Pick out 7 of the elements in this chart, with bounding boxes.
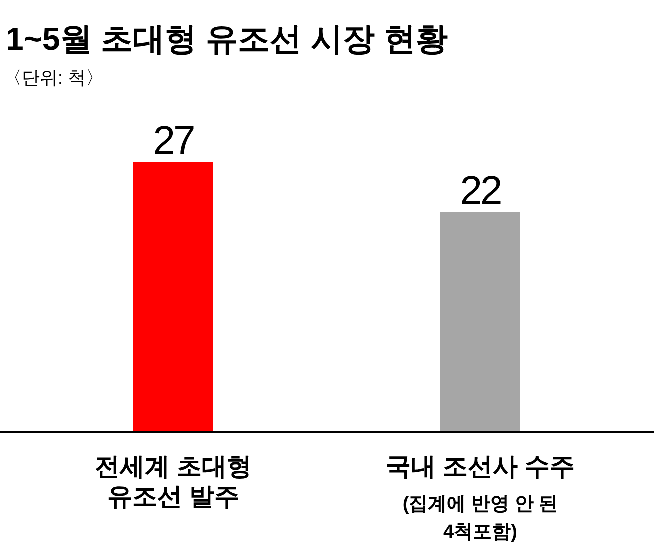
data-label: 27 xyxy=(153,119,194,163)
x-tick-label: 전세계 초대형 유조선 발주 xyxy=(95,453,252,511)
x-tick-label: 국내 조선사 수주 xyxy=(386,453,575,481)
chart-subtitle: 〈단위: 척〉 xyxy=(4,68,104,88)
chart-title: 1~5월 초대형 유조선 시장 현황 xyxy=(6,21,448,57)
data-label: 22 xyxy=(460,169,502,213)
text: (집계에 반영 안 된 4척포함) xyxy=(402,494,558,543)
